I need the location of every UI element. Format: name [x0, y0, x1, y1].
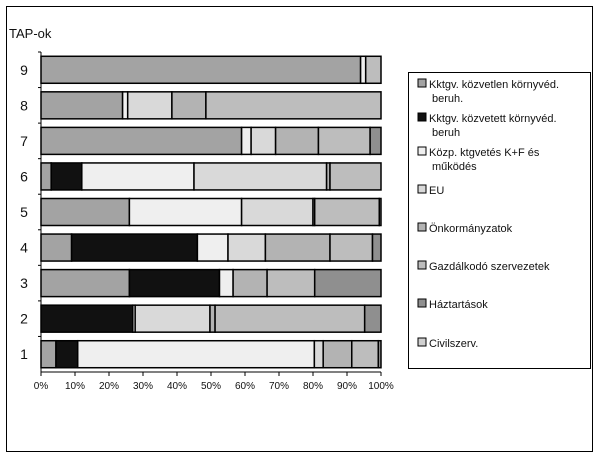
- x-tick-label: 60%: [235, 381, 255, 392]
- bar-segment: [313, 339, 324, 369]
- bar-segment: [369, 126, 382, 156]
- bar-segment: [313, 197, 381, 227]
- bar-segment: [274, 126, 320, 156]
- y-axis-title: TAP-ok: [9, 26, 52, 41]
- legend-box: [408, 72, 591, 369]
- legend-label: EU: [429, 185, 444, 197]
- legend-label: Gazdálkodó szervezetek: [429, 261, 550, 273]
- bar-segment: [363, 304, 382, 333]
- bar-segment: [317, 126, 371, 156]
- bar-segment: [378, 197, 382, 227]
- bar-segment: [50, 162, 83, 191]
- bar-segment: [214, 304, 366, 333]
- bar-segment: [40, 197, 131, 227]
- x-tick-label: 20%: [99, 381, 119, 392]
- x-tick-label: 0%: [34, 381, 49, 392]
- x-tick-label: 50%: [201, 381, 221, 392]
- x-tick-label: 90%: [337, 381, 357, 392]
- legend-swatch: [417, 260, 427, 270]
- bar-segment: [128, 268, 221, 298]
- y-tick-label: 1: [20, 346, 28, 362]
- bar-segment: [232, 268, 268, 298]
- bar-segment: [240, 126, 252, 156]
- legend-label: Közp. ktgvetés K+F és működés: [429, 147, 540, 173]
- bar-segment: [313, 268, 382, 298]
- legend-swatch: [417, 184, 427, 194]
- bar-segment: [40, 91, 124, 120]
- bar-segment: [209, 304, 216, 333]
- legend-label: Háztartások: [429, 299, 488, 311]
- bar-segment: [40, 233, 73, 262]
- legend-swatch: [417, 222, 427, 232]
- legend-swatch: [417, 78, 427, 88]
- bar-segment: [359, 55, 367, 85]
- x-tick-label: 80%: [303, 381, 323, 392]
- bar-segment: [40, 304, 134, 333]
- y-tick-label: 8: [20, 97, 28, 113]
- bar-segment: [81, 162, 195, 191]
- bar-segment: [329, 233, 374, 262]
- bar-segment: [364, 55, 382, 85]
- legend-swatch: [417, 298, 427, 308]
- bar-segment: [371, 233, 382, 262]
- y-tick-label: 3: [20, 275, 28, 291]
- bar-segment: [227, 233, 267, 262]
- legend-swatch: [417, 112, 427, 122]
- y-tick-label: 4: [20, 240, 28, 256]
- bar-segment: [134, 304, 211, 333]
- bar-segment: [70, 233, 199, 262]
- bar-segment: [193, 162, 328, 191]
- x-tick-label: 100%: [368, 381, 394, 392]
- legend-label: Önkormányzatok: [429, 223, 513, 235]
- y-tick-label: 6: [20, 168, 28, 184]
- bar-segment: [329, 162, 382, 191]
- bar-segment: [196, 233, 229, 262]
- bar-segment: [128, 197, 243, 227]
- y-tick-label: 5: [20, 204, 28, 220]
- bar-segment: [240, 197, 314, 227]
- x-tick-label: 40%: [167, 381, 187, 392]
- bar-segment: [55, 339, 79, 369]
- legend-swatch: [417, 337, 427, 347]
- y-tick-label: 9: [20, 62, 28, 78]
- bar-segment: [126, 91, 173, 120]
- bar-segment: [266, 268, 316, 298]
- x-tick-label: 70%: [269, 381, 289, 392]
- x-tick-label: 10%: [65, 381, 85, 392]
- legend-label: Civilszerv.: [429, 338, 478, 350]
- bar-segment: [322, 339, 353, 369]
- y-tick-label: 2: [20, 311, 28, 327]
- bar-segment: [264, 233, 331, 262]
- legend-label: Kktgv. közvetlen környvéd. beruh.: [429, 79, 559, 105]
- legend-label: Kktgv. közvetett környvéd. beruh: [429, 113, 557, 139]
- bar-segment: [121, 91, 129, 120]
- legend-swatch: [417, 146, 427, 156]
- bar-segment: [205, 91, 382, 120]
- bar-segment: [40, 126, 243, 156]
- bar-segment: [40, 268, 131, 298]
- bar-segment: [377, 339, 382, 369]
- bar-segment: [171, 91, 207, 120]
- bar-segment: [40, 339, 57, 369]
- bar-segment: [351, 339, 380, 369]
- bar-segment: [40, 162, 52, 191]
- bar-segment: [40, 55, 362, 85]
- y-tick-label: 7: [20, 133, 28, 149]
- bar-segment: [218, 268, 234, 298]
- bar-segment: [250, 126, 277, 156]
- x-tick-label: 30%: [133, 381, 153, 392]
- bar-segment: [76, 339, 316, 369]
